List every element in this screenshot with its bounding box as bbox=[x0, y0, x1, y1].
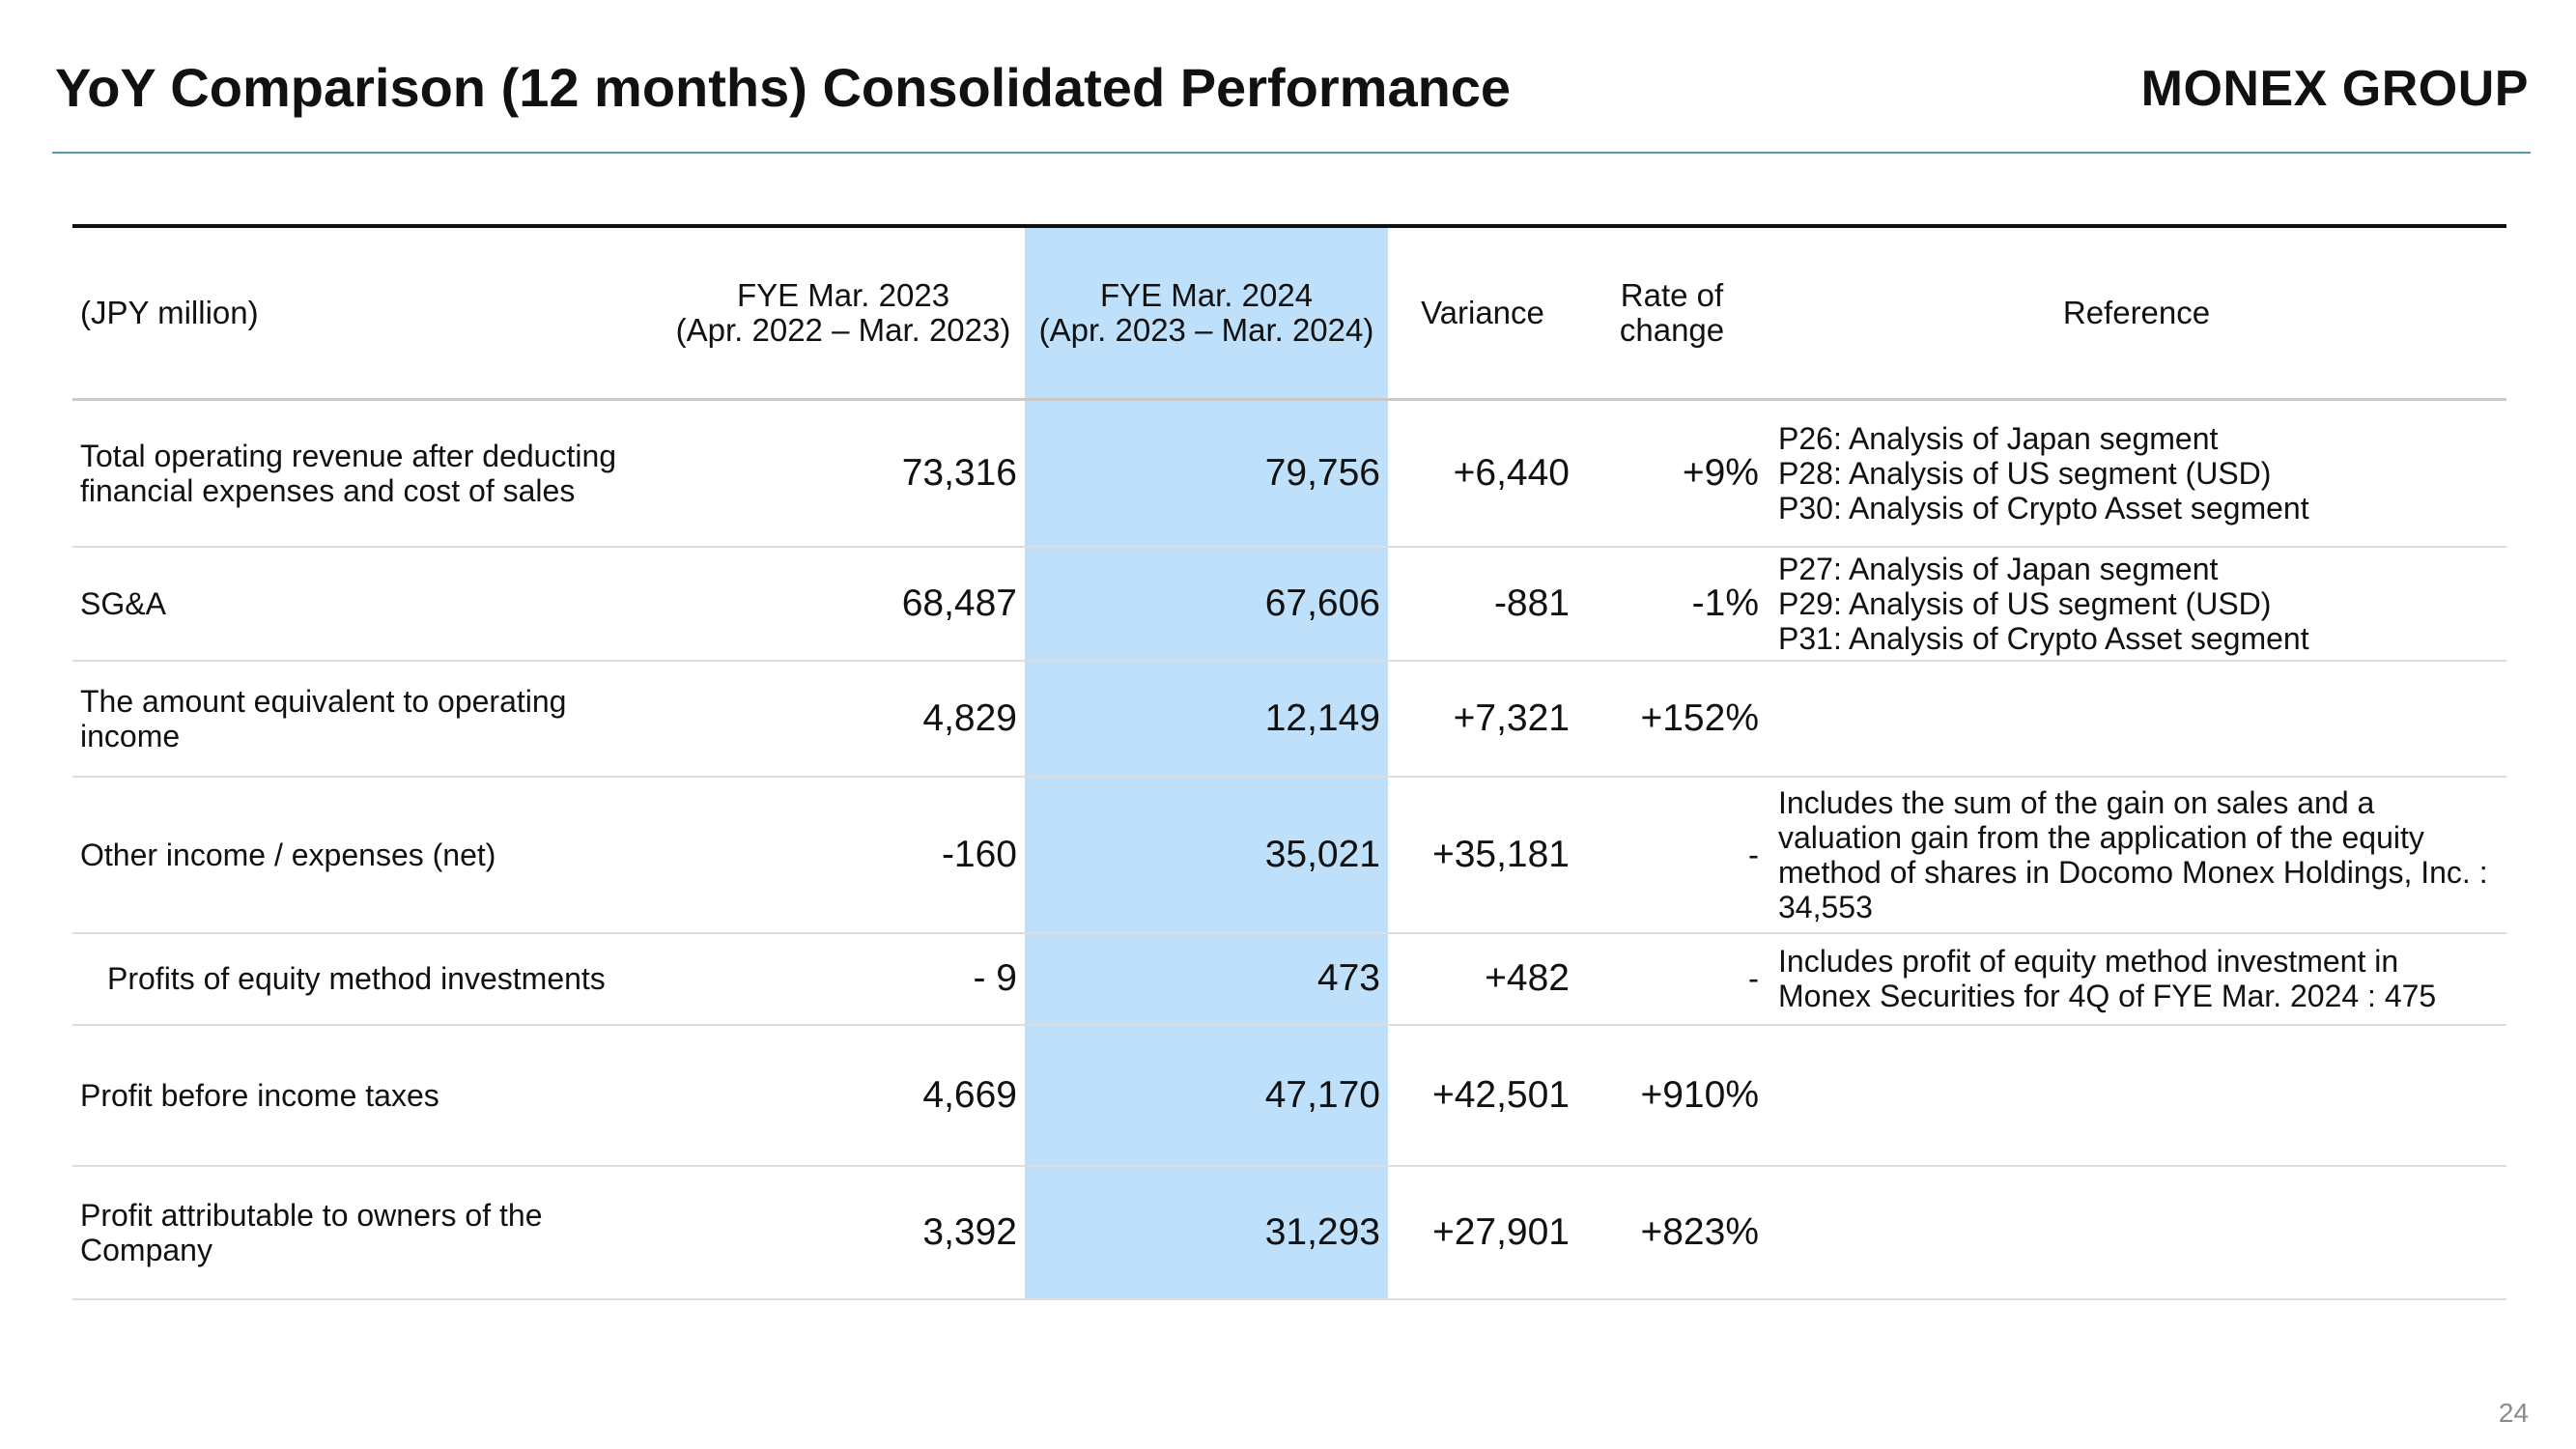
cell-fy2024: 35,021 bbox=[1025, 776, 1388, 934]
header-fy2023: FYE Mar. 2023 (Apr. 2022 – Mar. 2023) bbox=[662, 224, 1025, 401]
row-label: Other income / expenses (net) bbox=[72, 776, 662, 934]
title-divider bbox=[52, 152, 2531, 154]
cell-reference: P26: Analysis of Japan segment P28: Anal… bbox=[1767, 399, 2506, 548]
table-row: Profit attributable to owners of the Com… bbox=[72, 1165, 2506, 1300]
header-reference: Reference bbox=[1767, 224, 2506, 401]
cell-reference: Includes the sum of the gain on sales an… bbox=[1767, 776, 2506, 934]
table-row: Other income / expenses (net) -160 35,02… bbox=[72, 776, 2506, 934]
cell-variance: -881 bbox=[1388, 546, 1577, 662]
cell-reference bbox=[1767, 1165, 2506, 1300]
cell-rate: - bbox=[1577, 776, 1767, 934]
cell-fy2023: 4,669 bbox=[662, 1024, 1025, 1167]
cell-variance: +6,440 bbox=[1388, 399, 1577, 548]
row-label: Profits of equity method investments bbox=[72, 932, 662, 1026]
cell-fy2024: 79,756 bbox=[1025, 399, 1388, 548]
table-row: SG&A 68,487 67,606 -881 -1% P27: Analysi… bbox=[72, 546, 2506, 662]
cell-fy2023: -160 bbox=[662, 776, 1025, 934]
reference-line: P29: Analysis of US segment (USD) bbox=[1778, 585, 2272, 621]
cell-fy2024: 12,149 bbox=[1025, 660, 1388, 778]
cell-reference: P27: Analysis of Japan segment P29: Anal… bbox=[1767, 546, 2506, 662]
cell-variance: +482 bbox=[1388, 932, 1577, 1026]
performance-table-container: (JPY million) FYE Mar. 2023 (Apr. 2022 – … bbox=[72, 224, 2506, 1300]
cell-fy2023: 73,316 bbox=[662, 399, 1025, 548]
cell-fy2024: 31,293 bbox=[1025, 1165, 1388, 1300]
header-unit-label: (JPY million) bbox=[72, 224, 662, 401]
cell-fy2023: 4,829 bbox=[662, 660, 1025, 778]
cell-fy2024: 67,606 bbox=[1025, 546, 1388, 662]
table-header-row: (JPY million) FYE Mar. 2023 (Apr. 2022 – … bbox=[72, 224, 2506, 401]
table-row: Total operating revenue after deducting … bbox=[72, 399, 2506, 548]
table-row: Profits of equity method investments - 9… bbox=[72, 932, 2506, 1026]
reference-line: P31: Analysis of Crypto Asset segment bbox=[1778, 620, 2309, 656]
cell-rate: +152% bbox=[1577, 660, 1767, 778]
cell-fy2024: 473 bbox=[1025, 932, 1388, 1026]
cell-reference bbox=[1767, 660, 2506, 778]
row-label: The amount equivalent to operating incom… bbox=[72, 660, 662, 778]
cell-fy2023: - 9 bbox=[662, 932, 1025, 1026]
row-label: Total operating revenue after deducting … bbox=[72, 399, 662, 548]
cell-reference bbox=[1767, 1024, 2506, 1167]
cell-rate: +823% bbox=[1577, 1165, 1767, 1300]
cell-fy2023: 68,487 bbox=[662, 546, 1025, 662]
page-number: 24 bbox=[2498, 1398, 2529, 1428]
cell-variance: +35,181 bbox=[1388, 776, 1577, 934]
table-row: Profit before income taxes 4,669 47,170 … bbox=[72, 1024, 2506, 1167]
row-label: Profit before income taxes bbox=[72, 1024, 662, 1167]
performance-table: (JPY million) FYE Mar. 2023 (Apr. 2022 – … bbox=[72, 224, 2506, 1300]
page-title: YoY Comparison (12 months) Consolidated … bbox=[55, 57, 1512, 118]
row-label: Profit attributable to owners of the Com… bbox=[72, 1165, 662, 1300]
reference-line: P28: Analysis of US segment (USD) bbox=[1778, 455, 2272, 491]
cell-variance: +7,321 bbox=[1388, 660, 1577, 778]
table-row: The amount equivalent to operating incom… bbox=[72, 660, 2506, 778]
cell-rate: -1% bbox=[1577, 546, 1767, 662]
header-fy2024: FYE Mar. 2024 (Apr. 2023 – Mar. 2024) bbox=[1025, 224, 1388, 401]
cell-rate: +910% bbox=[1577, 1024, 1767, 1167]
reference-line: P27: Analysis of Japan segment bbox=[1778, 551, 2219, 586]
header-variance: Variance bbox=[1388, 224, 1577, 401]
company-logo: MONEX GROUP bbox=[2140, 61, 2529, 117]
cell-rate: - bbox=[1577, 932, 1767, 1026]
reference-line: P26: Analysis of Japan segment bbox=[1778, 420, 2219, 456]
row-label: SG&A bbox=[72, 546, 662, 662]
cell-reference: Includes profit of equity method investm… bbox=[1767, 932, 2506, 1026]
cell-rate: +9% bbox=[1577, 399, 1767, 548]
cell-variance: +42,501 bbox=[1388, 1024, 1577, 1167]
reference-line: P30: Analysis of Crypto Asset segment bbox=[1778, 490, 2309, 526]
cell-fy2023: 3,392 bbox=[662, 1165, 1025, 1300]
header-rate-of-change: Rate of change bbox=[1577, 224, 1767, 401]
cell-fy2024: 47,170 bbox=[1025, 1024, 1388, 1167]
cell-variance: +27,901 bbox=[1388, 1165, 1577, 1300]
